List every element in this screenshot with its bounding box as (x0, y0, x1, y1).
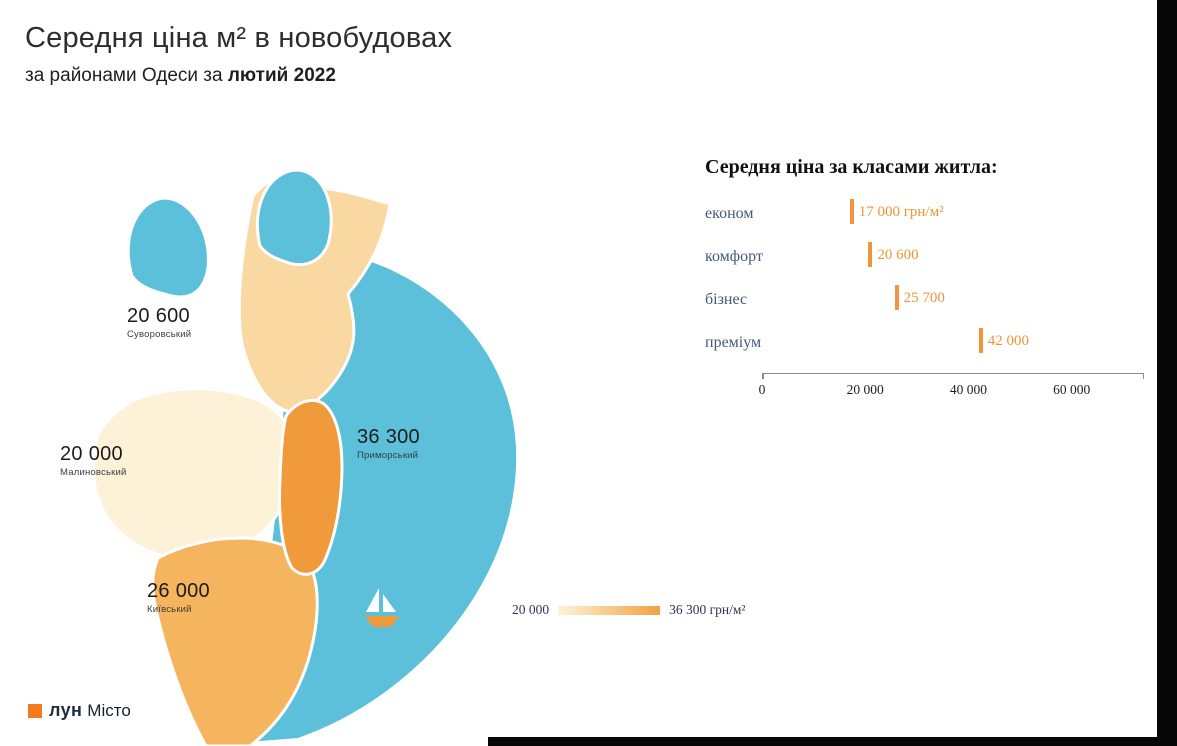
chart-title: Середня ціна за класами житла: (705, 156, 998, 178)
district-kyivskyi (151, 536, 319, 746)
tick-mark (849, 199, 854, 224)
logo-text-regular: Місто (87, 700, 131, 720)
axis-tick-label: 20 000 (846, 382, 884, 397)
axis-line (762, 373, 1144, 379)
gradient-bar (558, 605, 661, 615)
district-name: Приморський (357, 450, 419, 461)
class-value: 42 000 (987, 333, 1030, 349)
odesa-districts-map (91, 168, 517, 746)
axis-tick-label: 0 (758, 382, 766, 397)
axis-tick-label: 40 000 (949, 382, 988, 397)
price-gradient-legend: 20 000 36 300 грн/м² (512, 602, 745, 618)
district-price: 20 600 (127, 305, 190, 327)
lun-misto-logo: лун Місто (28, 700, 131, 721)
liman-left-shape (126, 196, 210, 299)
map-label-suvorovskyi: 20 600 Суворовський (127, 306, 191, 340)
class-row-biznes: бізнес 25 700 (705, 281, 1157, 324)
district-name: Суворовський (127, 329, 192, 340)
district-price: 36 300 (357, 426, 420, 448)
class-row-premium: преміум 42 000 (705, 324, 1157, 367)
map-label-prymorskyi: 36 300 Приморський (357, 427, 420, 461)
district-name: Київський (147, 604, 192, 615)
axis-tick-label: 60 000 (1053, 382, 1091, 397)
screen-edge-right (1157, 0, 1177, 746)
logo-text-bold: лун (49, 700, 83, 720)
class-label: економ (705, 205, 754, 222)
value-axis: 0 20 000 40 000 60 000 (705, 373, 1157, 407)
header: Середня ціна м² в новобудовах за районам… (25, 22, 452, 87)
tick-mark (978, 328, 983, 353)
screen-edge-bottom (488, 737, 1177, 746)
logo-mark-icon (28, 703, 42, 718)
liman-right-shape (255, 168, 333, 267)
legend-min-label: 20 000 (512, 602, 550, 617)
subtitle-period: лютий 2022 (227, 65, 336, 86)
legend-max-label: 36 300 грн/м² (669, 602, 746, 617)
district-name: Малиновський (60, 467, 127, 478)
class-row-ekonom: економ 17 000 грн/м² (705, 195, 1157, 238)
district-prymorskyi (278, 399, 344, 576)
sailboat-icon (365, 588, 399, 627)
class-row-komfort: комфорт 20 600 (705, 238, 1157, 281)
class-label: бізнес (705, 291, 748, 308)
class-value: 25 700 (903, 290, 945, 306)
chart-rows: економ 17 000 грн/м² комфорт 20 600 бізн… (705, 195, 1157, 367)
district-price: 26 000 (147, 580, 210, 602)
class-label: преміум (705, 334, 762, 351)
page-subtitle: за районами Одеси за лютий 2022 (25, 65, 452, 87)
district-price: 20 000 (60, 443, 123, 465)
subtitle-prefix: за районами Одеси за (25, 65, 228, 86)
tick-mark (894, 285, 899, 310)
price-by-class-chart: Середня ціна за класами житла: економ 17… (705, 156, 1157, 407)
class-label: комфорт (705, 248, 763, 265)
class-value: 20 600 (877, 247, 919, 263)
tick-mark (868, 242, 873, 267)
map-label-kyivskyi: 26 000 Київський (147, 581, 210, 615)
page-title: Середня ціна м² в новобудовах (25, 22, 453, 54)
class-value: 17 000 грн/м² (858, 204, 944, 220)
map-label-malynovskyi: 20 000 Малиновський (60, 444, 127, 478)
